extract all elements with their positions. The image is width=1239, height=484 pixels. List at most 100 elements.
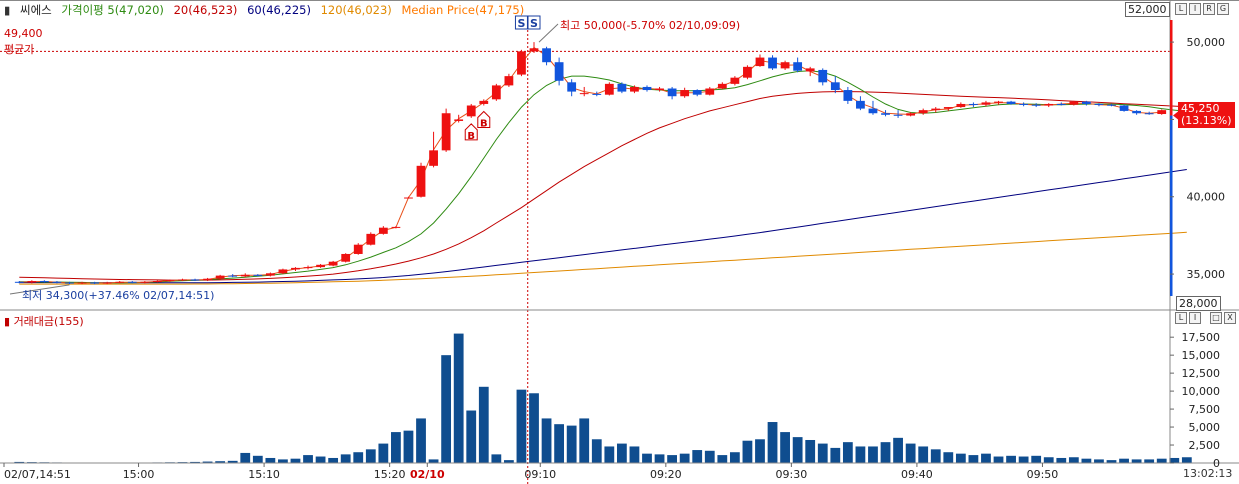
sell-marker-icon [514,15,528,30]
price-tick-label: 40,000 [1187,191,1226,204]
volume-panel [14,333,1192,463]
candle [265,273,275,276]
sell-marker-label: S [530,17,538,30]
volume-bar [403,430,414,463]
ma60-line [19,169,1187,284]
candle [981,102,991,105]
candle [1157,110,1167,115]
candle [755,57,765,67]
time-tick-label: 09:20 [650,468,682,481]
candle [881,113,890,115]
candle [1006,101,1016,104]
volume-bar [278,459,288,463]
candle [65,282,74,284]
volume-tick-label: 7,500 [1189,403,1221,416]
legend-item-ma60[interactable]: 60(46,225) [247,3,311,17]
candle [956,103,966,108]
volume-tick-label: 0 [1213,457,1220,470]
candle [416,165,426,197]
price-panel: BB S S [0,15,1187,484]
low-annotation: 최저 34,300(+37.46% 02/07,14:51) [22,289,215,302]
candle [102,282,112,284]
volume-bar [1169,457,1180,463]
close-icon[interactable]: X [1224,312,1236,324]
median-price-line [19,46,1162,284]
candle [856,100,865,109]
candle [190,279,200,281]
volume-bar [378,443,389,463]
candle [1019,103,1029,105]
bottom-price-box: 28,000 [1176,296,1221,311]
volume-bar [529,393,539,463]
buy-marker-icon [477,110,491,129]
volume-bar [629,446,640,463]
volume-bar [14,461,25,463]
volume-bar [290,458,301,463]
candle [466,105,476,117]
candle [215,275,225,279]
bottom-button-l[interactable]: L [1175,312,1187,324]
chart-title: 씨에스 [20,3,52,17]
candle [680,90,690,97]
top-button-l[interactable]: L [1175,3,1187,15]
candle [692,90,702,95]
candle [868,108,878,114]
time-tick-label: 09:50 [1027,468,1059,481]
legend-item-ma120[interactable]: 120(46,023) [320,3,392,17]
candle [893,114,903,116]
candle [906,113,916,116]
ma120-line [19,231,1187,285]
top-button-g[interactable]: G [1217,3,1229,15]
volume-bar [566,425,577,463]
legend-item-median[interactable]: Median Price(47,175) [401,3,525,17]
volume-bar [328,457,339,463]
top-button-i[interactable]: I [1189,3,1201,15]
rise-range-bar [1170,20,1173,116]
legend-item-ma5[interactable]: 가격이평 5(47,020) [61,3,164,17]
volume-bar [340,454,351,463]
volume-tick-label: 15,000 [1182,349,1221,362]
high-annotation: 최고 50,000(-5.70% 02/10,09:09) [560,19,741,32]
volume-bar [1119,458,1129,463]
volume-bar [240,452,251,463]
volume-bar [1094,459,1104,463]
ma20-line [19,91,1187,281]
candle [14,281,24,283]
candle [1082,101,1091,104]
candle [152,281,162,283]
candle [491,85,501,100]
volume-bar [604,446,615,463]
candle [203,278,212,281]
volume-bar [365,449,376,463]
high-pointer [538,23,559,43]
volume-tick-label: 5,000 [1189,421,1221,434]
bottom-button-i[interactable]: I [1189,312,1201,324]
top-price-box: 52,000 [1125,2,1170,17]
maximize-icon[interactable]: □ [1210,312,1222,324]
candle [366,233,376,245]
volume-bar [616,443,627,463]
current-price-value: 45,250 [1181,102,1220,115]
volume-bar [893,437,903,463]
volume-bar [955,453,966,463]
volume-bar [353,452,364,463]
candle [592,93,602,95]
time-label: 13:02:13 [1183,467,1233,480]
volume-tick-label: 10,000 [1182,385,1221,398]
candle [253,274,263,276]
volume-bar [767,422,778,463]
candle [1119,105,1129,111]
volume-bar [667,455,677,463]
volume-bar [478,386,489,463]
top-button-r[interactable]: R [1203,3,1215,15]
volume-tick-label: 12,500 [1182,367,1221,380]
candle [127,281,137,283]
time-tick-label: 15:10 [248,468,280,481]
candle [115,281,125,283]
candle [303,267,313,269]
volume-bar [817,443,828,463]
legend-item-ma20[interactable]: 20(46,523) [173,3,238,17]
candle [140,281,150,283]
candle [391,226,401,228]
